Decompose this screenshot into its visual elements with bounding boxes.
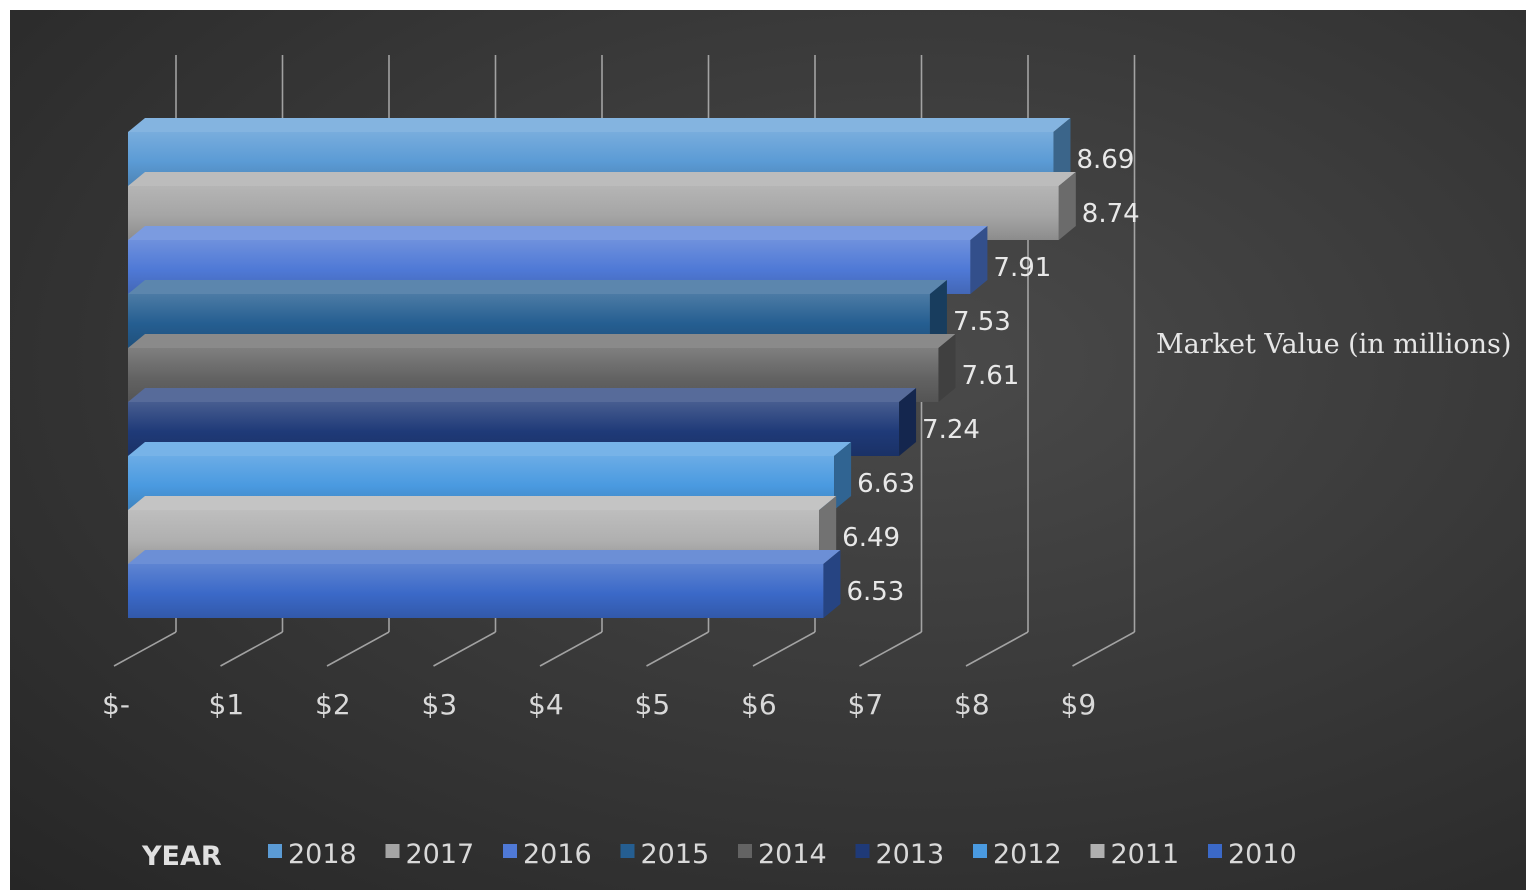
x-axis-ticks: $- $1 $2 $3 $4 $5 $6 $7 $8 $9: [102, 688, 1096, 721]
bar-front-face: [128, 564, 824, 618]
bar-end-face: [1058, 172, 1076, 240]
x-tick-label: $7: [848, 688, 884, 721]
legend-label: 2013: [876, 839, 945, 870]
legend-swatch: [385, 844, 400, 858]
legend-label: 2015: [641, 839, 710, 870]
chart-frame: 8.69 8.74 7.91 7.53 7.61 7.24 6.63 6.49 6.53 $- $…: [10, 10, 1526, 890]
floor-gridline: [859, 631, 922, 667]
bar-end-face: [823, 550, 841, 618]
floor-gridline: [433, 631, 496, 667]
legend: YEAR 2018 2017 2016 2015 2014 2013 2012 2011 201…: [141, 839, 1297, 872]
bar-end-face: [929, 280, 947, 348]
x-tick-label: $3: [422, 688, 458, 721]
legend-item-2012: 2012: [973, 839, 1062, 870]
bar-end-face: [819, 496, 837, 564]
floor-gridline: [1072, 631, 1135, 667]
data-label-2018: 8.69: [1076, 145, 1134, 175]
floor-gridline: [220, 631, 283, 667]
legend-swatch: [1208, 844, 1222, 858]
data-label-2010: 6.53: [846, 577, 904, 607]
data-label-2015: 7.53: [953, 307, 1011, 337]
bar-top-face: [128, 334, 956, 348]
legend-item-2016: 2016: [503, 839, 592, 870]
legend-label: 2018: [288, 839, 357, 870]
legend-label: 2012: [993, 839, 1062, 870]
x-tick-label: $8: [954, 688, 990, 721]
bar-top-face: [128, 496, 837, 510]
x-tick-label: $5: [635, 688, 671, 721]
legend-swatch: [973, 844, 987, 858]
axis-floor: [113, 631, 1135, 667]
x-tick-label: $2: [315, 688, 351, 721]
floor-gridline: [752, 631, 816, 667]
data-label-2013: 7.24: [922, 415, 980, 445]
floor-gridline: [326, 631, 390, 667]
bar-2010: [128, 550, 841, 618]
legend-item-2015: 2015: [620, 839, 710, 870]
axis-title: Market Value (in millions): [1156, 329, 1511, 360]
legend-label: 2010: [1228, 839, 1297, 870]
legend-item-2010: 2010: [1208, 839, 1297, 870]
legend-label: 2014: [758, 839, 827, 870]
data-label-2017: 8.74: [1082, 199, 1140, 229]
legend-label: 2016: [523, 839, 592, 870]
legend-swatch: [503, 844, 517, 858]
bar-end-face: [970, 226, 988, 294]
bar-top-face: [128, 442, 852, 456]
bar-end-face: [1053, 118, 1071, 186]
legend-label: 2017: [406, 839, 475, 870]
legend-swatch: [268, 844, 282, 858]
bar-top-face: [128, 550, 841, 564]
legend-title: YEAR: [141, 841, 222, 872]
data-label-2014: 7.61: [961, 361, 1019, 391]
data-label-2012: 6.63: [857, 469, 915, 499]
legend-item-2013: 2013: [855, 839, 945, 870]
floor-gridline: [965, 631, 1029, 667]
x-tick-label: $6: [741, 688, 777, 721]
bar-top-face: [128, 280, 947, 294]
bar-end-face: [899, 388, 917, 456]
bar-top-face: [128, 118, 1071, 132]
bar-end-face: [938, 334, 956, 402]
x-tick-label: $1: [209, 688, 245, 721]
floor-gridline: [113, 631, 177, 667]
legend-item-2011: 2011: [1090, 839, 1180, 870]
x-tick-label: $-: [102, 688, 130, 721]
legend-swatch: [1090, 844, 1105, 858]
bars: [128, 118, 1076, 618]
legend-swatch: [620, 844, 635, 858]
legend-label: 2011: [1111, 839, 1180, 870]
data-labels: 8.69 8.74 7.91 7.53 7.61 7.246.63 6.49 6.53: [842, 145, 1140, 607]
legend-item-2017: 2017: [385, 839, 475, 870]
floor-gridline: [539, 631, 603, 667]
bar-end-face: [834, 442, 852, 510]
x-tick-label: $4: [528, 688, 564, 721]
legend-swatch: [855, 844, 870, 858]
x-tick-label: $9: [1061, 688, 1097, 721]
legend-swatch: [738, 844, 752, 858]
bar-top-face: [128, 172, 1076, 186]
bar-top-face: [128, 226, 988, 240]
floor-gridline: [646, 631, 709, 667]
data-label-2016: 7.91: [993, 253, 1051, 283]
legend-item-2018: 2018: [268, 839, 357, 870]
bar-top-face: [128, 388, 917, 402]
market-value-bar-chart: 8.698.747.917.537.617.246.636.496.53 $- $…: [102, 55, 1511, 872]
data-label-2011: 6.49: [842, 523, 900, 553]
legend-item-2014: 2014: [738, 839, 827, 870]
